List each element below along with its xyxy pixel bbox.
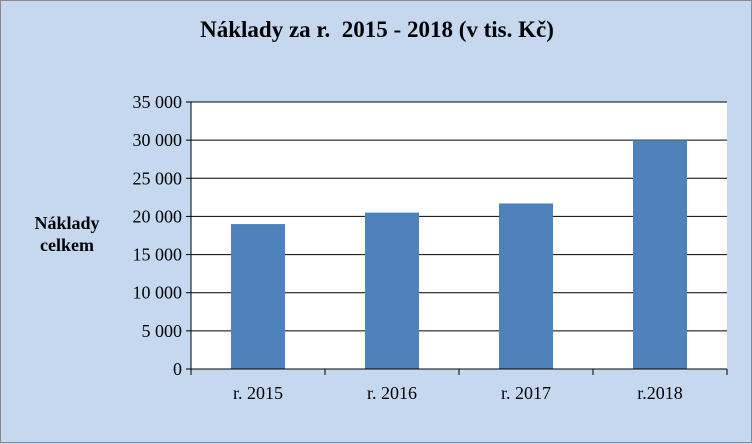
x-tick-label: r. 2017: [501, 383, 551, 403]
x-tick-label: r. 2016: [367, 383, 417, 403]
y-tick-label: 5 000: [142, 321, 183, 341]
y-tick-label: 20 000: [133, 206, 183, 226]
y-tick-label: 30 000: [133, 130, 183, 150]
y-tick-label: 10 000: [133, 283, 183, 303]
y-tick-label: 35 000: [133, 92, 183, 112]
chart-title: Náklady za r. 2015 - 2018 (v tis. Kč): [200, 17, 554, 42]
y-axis-label: Náklady celkem: [19, 212, 115, 256]
x-tick-label: r.2018: [637, 383, 683, 403]
x-tick-label: r. 2015: [233, 383, 283, 403]
bar: [499, 203, 553, 369]
bar: [231, 224, 285, 369]
y-tick-label: 0: [173, 359, 182, 379]
y-tick-label: 15 000: [133, 245, 183, 265]
y-axis-label-line-1: Náklady: [34, 213, 100, 233]
bar: [365, 212, 419, 369]
y-tick-label: 25 000: [133, 168, 183, 188]
bar: [633, 140, 687, 369]
y-axis-label-line-2: celkem: [40, 235, 94, 255]
